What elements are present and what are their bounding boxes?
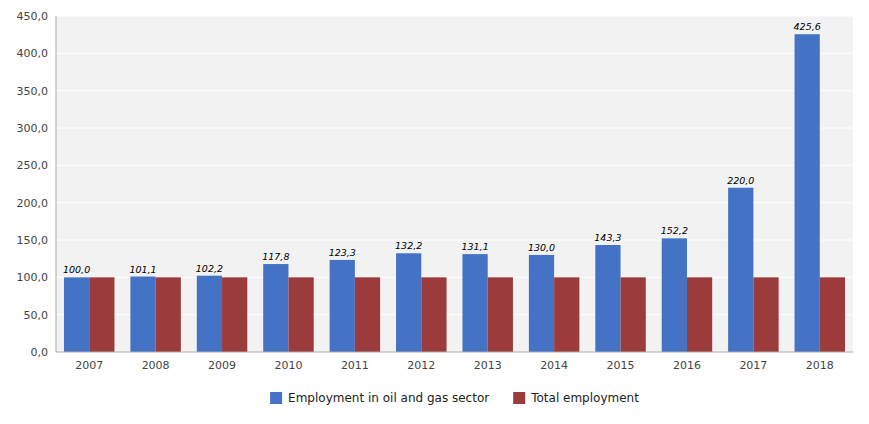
x-tick-label: 2010 bbox=[274, 359, 302, 372]
x-tick-label: 2012 bbox=[407, 359, 435, 372]
data-label: 152,2 bbox=[661, 225, 688, 236]
x-tick-label: 2009 bbox=[208, 359, 236, 372]
data-label: 130,0 bbox=[528, 242, 555, 253]
grid-line bbox=[56, 352, 853, 353]
y-tick-label: 250,0 bbox=[17, 159, 49, 172]
bar bbox=[462, 254, 487, 352]
bar bbox=[687, 277, 712, 352]
bar bbox=[222, 277, 247, 352]
bar bbox=[421, 277, 446, 352]
y-tick-label: 100,0 bbox=[17, 271, 49, 284]
data-label: 117,8 bbox=[262, 251, 289, 262]
data-label: 131,1 bbox=[461, 241, 488, 252]
legend-swatch bbox=[270, 392, 282, 404]
chart: 0,0 50,0 100,0 150,0 200,0 250,0 300,0 350,0 400… bbox=[0, 0, 869, 424]
x-axis-line bbox=[56, 352, 853, 353]
legend-label: Total employment bbox=[530, 391, 639, 405]
x-tick-label: 2016 bbox=[673, 359, 701, 372]
grid-line bbox=[56, 165, 853, 166]
data-label: 143,3 bbox=[594, 232, 621, 243]
data-label: 123,3 bbox=[329, 247, 356, 258]
x-tick-label: 2015 bbox=[607, 359, 635, 372]
x-tick-label: 2007 bbox=[75, 359, 103, 372]
y-tick-label: 350,0 bbox=[17, 85, 49, 98]
data-label: 100,0 bbox=[63, 264, 90, 275]
grid-line bbox=[56, 128, 853, 129]
data-labels: 100,0 101,1 102,2 117,8 123,3 132,2 131,1 130,0… bbox=[63, 21, 821, 275]
bar bbox=[795, 34, 820, 352]
y-tick-label: 50,0 bbox=[24, 309, 49, 322]
legend-label: Employment in oil and gas sector bbox=[288, 391, 489, 405]
y-tick-label: 450,0 bbox=[17, 10, 49, 23]
x-tick-label: 2013 bbox=[474, 359, 502, 372]
bar bbox=[529, 255, 554, 352]
bar bbox=[753, 277, 778, 352]
bar bbox=[621, 277, 646, 352]
bar bbox=[156, 277, 181, 352]
bar bbox=[595, 245, 620, 352]
legend: Employment in oil and gas sector Total em… bbox=[270, 391, 639, 405]
bar bbox=[728, 188, 753, 352]
x-tick-label: 2008 bbox=[142, 359, 170, 372]
y-tick-label: 400,0 bbox=[17, 47, 49, 60]
bar bbox=[64, 277, 89, 352]
legend-swatch bbox=[513, 392, 525, 404]
plot-background bbox=[56, 16, 853, 352]
data-label: 220,0 bbox=[727, 175, 754, 186]
grid-line bbox=[56, 90, 853, 91]
y-axis-line bbox=[56, 16, 57, 352]
bar bbox=[662, 238, 687, 352]
bar bbox=[263, 264, 288, 352]
x-tick-label: 2014 bbox=[540, 359, 568, 372]
bar bbox=[396, 253, 421, 352]
bar bbox=[89, 277, 114, 352]
bar bbox=[488, 277, 513, 352]
x-tick-label: 2018 bbox=[806, 359, 834, 372]
bar bbox=[288, 277, 313, 352]
data-label: 101,1 bbox=[129, 264, 156, 275]
bar bbox=[355, 277, 380, 352]
data-label: 425,6 bbox=[794, 21, 821, 32]
data-label: 132,2 bbox=[395, 240, 422, 251]
x-tick-label: 2011 bbox=[341, 359, 369, 372]
y-tick-label: 200,0 bbox=[17, 197, 49, 210]
y-tick-label: 0,0 bbox=[31, 346, 49, 359]
bar bbox=[820, 277, 845, 352]
data-label: 102,2 bbox=[196, 263, 223, 274]
grid-line bbox=[56, 53, 853, 54]
x-tick-label: 2017 bbox=[739, 359, 767, 372]
bar bbox=[330, 260, 355, 352]
bar bbox=[130, 277, 155, 352]
bars bbox=[64, 34, 845, 352]
bar bbox=[554, 277, 579, 352]
y-tick-label: 300,0 bbox=[17, 122, 49, 135]
grid-line bbox=[56, 16, 853, 17]
y-tick-label: 150,0 bbox=[17, 234, 49, 247]
bar bbox=[197, 276, 222, 352]
